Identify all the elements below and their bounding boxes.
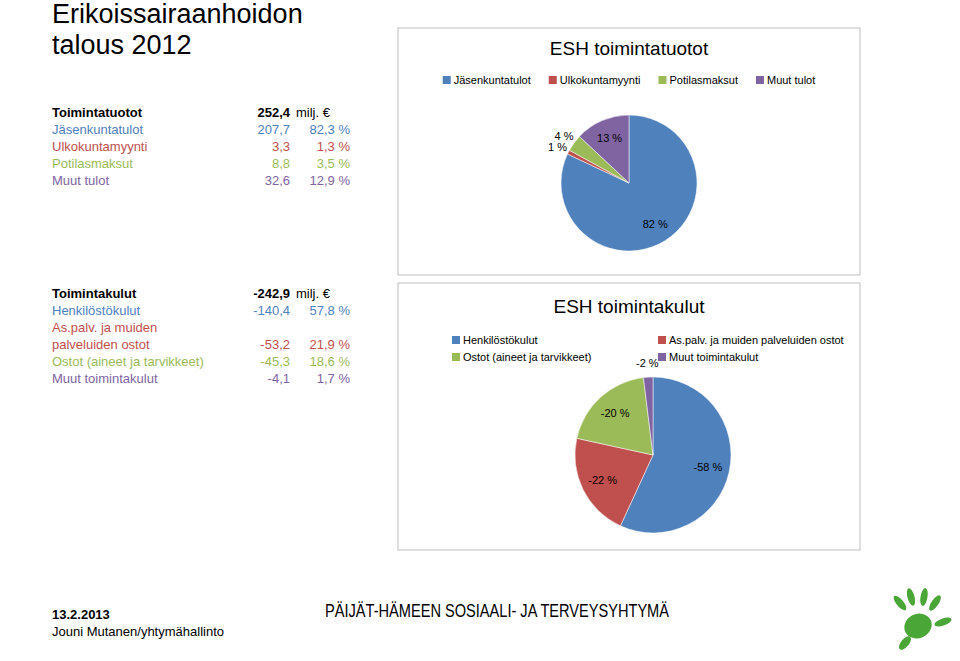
row-share: 21,9 % bbox=[310, 337, 351, 352]
slide: Erikoissairaanhoidontalous 2012 Toimintat… bbox=[0, 0, 960, 661]
logo-finger bbox=[919, 588, 929, 607]
row-share: 1,3 % bbox=[317, 139, 351, 154]
row-share: 1,7 % bbox=[317, 371, 351, 386]
legend-swatch bbox=[549, 76, 557, 84]
logo-finger bbox=[927, 594, 943, 613]
summary-table: Toimintakulut -242,9 milj. € Henkilöstökulu… bbox=[52, 286, 350, 386]
data-label: -22 % bbox=[588, 474, 617, 486]
slices bbox=[575, 377, 731, 533]
legend-label: Muut toimintakulut bbox=[669, 351, 758, 363]
footer-date: 13.2.2013 bbox=[52, 607, 110, 622]
row-label: Muut toimintakulut bbox=[52, 371, 158, 386]
table-header-label: Toimintakulut bbox=[52, 286, 137, 301]
pie-slice bbox=[561, 115, 697, 251]
table-header-unit: milj. € bbox=[296, 286, 331, 301]
data-label: 4 % bbox=[555, 130, 574, 142]
legend-label: Henkilöstökulut bbox=[463, 334, 538, 346]
chart-frame bbox=[398, 283, 860, 550]
logo-finger bbox=[905, 587, 916, 606]
legend-swatch bbox=[756, 76, 764, 84]
table-header-value: -242,9 bbox=[253, 286, 290, 301]
row-share: 18,6 % bbox=[310, 354, 351, 369]
table-header-label: Toimintatuotot bbox=[52, 105, 143, 120]
pie-slice bbox=[643, 377, 653, 455]
logo-finger bbox=[933, 616, 952, 629]
legend-swatch bbox=[658, 76, 666, 84]
pie-chart: ESH toimintatuotot Jäsenkuntatulot Ulkokun… bbox=[398, 28, 860, 275]
table-header-value: 252,4 bbox=[257, 105, 290, 120]
data-label: -58 % bbox=[693, 461, 722, 473]
row-label: Ostot (aineet ja tarvikkeet) bbox=[52, 354, 204, 369]
row-label: Ulkokuntamyynti bbox=[52, 139, 147, 154]
row-label: Potilasmaksut bbox=[52, 156, 133, 171]
summary-table: Toimintatuotot 252,4 milj. € Jäsenkuntatulo… bbox=[52, 105, 350, 188]
row-value: -140,4 bbox=[253, 303, 290, 318]
row-label: Jäsenkuntatulot bbox=[52, 122, 143, 137]
pie-chart: ESH toimintakulut Henkilöstökulut As.palv.… bbox=[398, 283, 860, 550]
pie-slice bbox=[579, 115, 629, 183]
row-value: -4,1 bbox=[268, 371, 290, 386]
legend-label: Potilasmaksut bbox=[669, 74, 737, 86]
chart-title: ESH toimintatuotot bbox=[550, 38, 709, 59]
footer-organization: PÄIJÄT-HÄMEEN SOSIAALI- JA TERVEYSYHTYMÄ bbox=[325, 601, 669, 621]
row-label: Muut tulot bbox=[52, 173, 109, 188]
row-value: 207,7 bbox=[257, 122, 290, 137]
legend-swatch bbox=[443, 76, 451, 84]
row-label: Henkilöstökulut bbox=[52, 303, 141, 318]
legend-label: Ostot (aineet ja tarvikkeet) bbox=[463, 351, 591, 363]
data-label: 13 % bbox=[597, 132, 622, 144]
chart-frame bbox=[398, 28, 860, 275]
legend-swatch bbox=[452, 353, 460, 361]
footer-author: Jouni Mutanen/yhtymähallinto bbox=[52, 624, 224, 639]
data-label: -20 % bbox=[601, 407, 630, 419]
logo-finger bbox=[892, 594, 909, 612]
row-label: As.palv. ja muiden bbox=[52, 320, 157, 335]
row-share: 82,3 % bbox=[310, 122, 351, 137]
legend-label: Ulkokuntamyynti bbox=[560, 74, 641, 86]
legend-swatch bbox=[452, 336, 460, 344]
row-value: 32,6 bbox=[265, 173, 290, 188]
row-share: 57,8 % bbox=[310, 303, 351, 318]
data-label: 82 % bbox=[643, 218, 668, 230]
title-line: Erikoissairaanhoidon bbox=[52, 0, 303, 29]
legend: Jäsenkuntatulot Ulkokuntamyynti Potilasmak… bbox=[443, 74, 816, 86]
data-label: -2 % bbox=[636, 357, 659, 369]
row-value: -53,2 bbox=[260, 337, 290, 352]
logo-wrist bbox=[897, 634, 913, 651]
legend-swatch bbox=[658, 353, 666, 361]
row-value: 3,3 bbox=[272, 139, 290, 154]
pie-slice bbox=[577, 378, 653, 455]
legend-label: Muut tulot bbox=[767, 74, 815, 86]
legend-swatch bbox=[658, 336, 666, 344]
row-value: 8,8 bbox=[272, 156, 290, 171]
chart-title: ESH toimintakulut bbox=[553, 296, 705, 317]
slices bbox=[561, 115, 697, 251]
title-line: talous 2012 bbox=[52, 30, 192, 60]
logo bbox=[892, 587, 953, 651]
row-share: 12,9 % bbox=[310, 173, 351, 188]
legend-label: Jäsenkuntatulot bbox=[454, 74, 531, 86]
row-label: palveluiden ostot bbox=[52, 337, 150, 352]
row-value: -45,3 bbox=[260, 354, 290, 369]
table-header-unit: milj. € bbox=[296, 105, 331, 120]
legend-label: As.palv. ja muiden palveluiden ostot bbox=[669, 334, 844, 346]
data-label: 1 % bbox=[548, 141, 567, 153]
row-share: 3,5 % bbox=[317, 156, 351, 171]
